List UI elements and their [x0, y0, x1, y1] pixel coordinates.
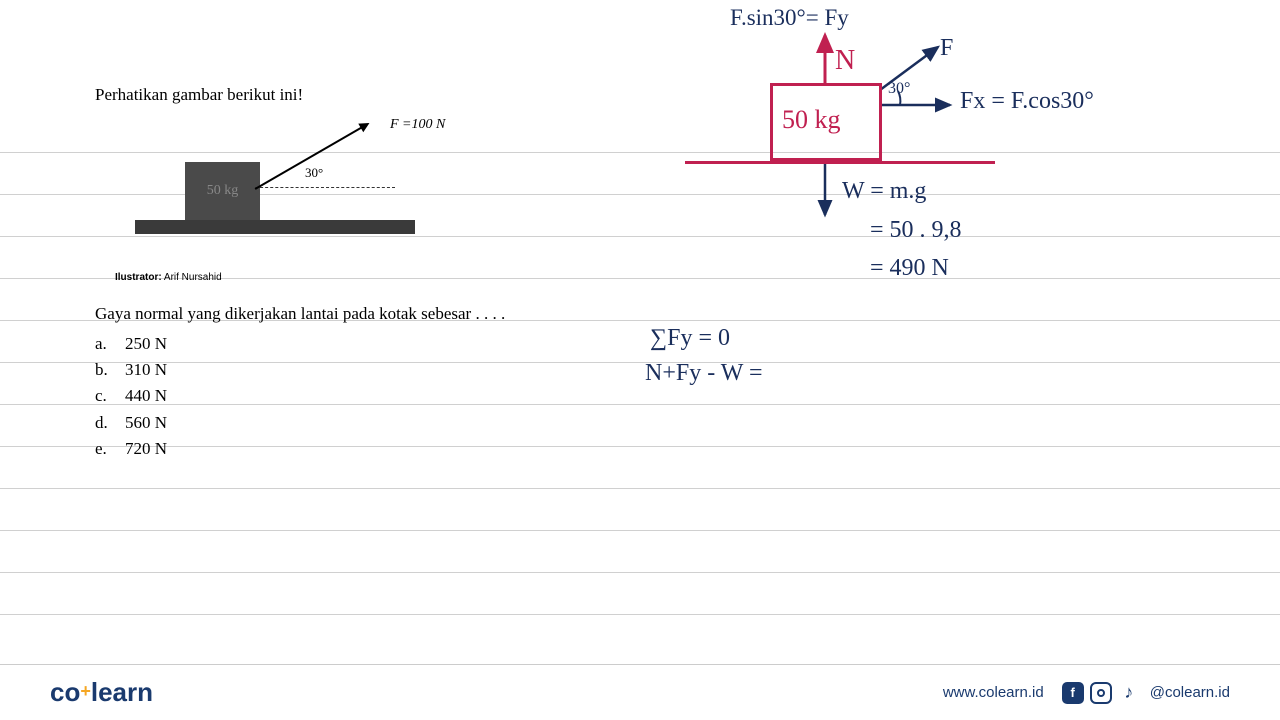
floor-surface: [135, 220, 415, 234]
answer-option: e.720 N: [95, 436, 575, 462]
hw-sum-fy: ∑Fy = 0: [650, 325, 730, 352]
answer-options: a.250 Nb.310 Nc.440 Nd.560 Ne.720 N: [95, 331, 575, 463]
question-text: Gaya normal yang dikerjakan lantai pada …: [95, 301, 575, 327]
mass-box: 50 kg: [185, 162, 260, 220]
question-block: Perhatikan gambar berikut ini! 50 kg F =…: [95, 85, 575, 462]
footer-right: www.colearn.id f ♪ @colearn.id: [943, 682, 1230, 704]
illustrator-credit: Ilustrator: Arif Nursahid: [115, 272, 575, 283]
physics-diagram: 50 kg F =100 N 30°: [115, 117, 455, 267]
hw-weight-calc2: = 490 N: [870, 255, 949, 282]
website-url: www.colearn.id: [943, 684, 1044, 701]
answer-option: c.440 N: [95, 383, 575, 409]
tiktok-icon[interactable]: ♪: [1118, 682, 1140, 704]
social-icons: f ♪ @colearn.id: [1062, 682, 1230, 704]
answer-option: b.310 N: [95, 357, 575, 383]
box-mass-label: 50 kg: [207, 183, 239, 199]
hw-f-label: F: [940, 35, 953, 62]
footer-bar: co+learn www.colearn.id f ♪ @colearn.id: [0, 664, 1280, 720]
hw-fx: Fx = F.cos30°: [960, 88, 1094, 115]
colearn-logo: co+learn: [50, 677, 153, 708]
fbd-floor: [685, 161, 995, 164]
fbd-mass-label: 50 kg: [782, 105, 841, 135]
hw-weight-calc1: = 50 . 9,8: [870, 217, 962, 244]
handwritten-work: F.sin30°= Fy N F 30° Fx = F.cos30° 50 kg…: [620, 5, 1260, 505]
answer-option: d.560 N: [95, 410, 575, 436]
instagram-icon[interactable]: [1090, 682, 1112, 704]
hw-equation: N+Fy - W =: [645, 360, 763, 387]
hw-angle-30: 30°: [888, 80, 910, 98]
question-title: Perhatikan gambar berikut ini!: [95, 85, 575, 105]
answer-option: a.250 N: [95, 331, 575, 357]
angle-label: 30°: [305, 165, 323, 181]
facebook-icon[interactable]: f: [1062, 682, 1084, 704]
social-handle: @colearn.id: [1150, 684, 1230, 701]
force-label: F =100 N: [390, 117, 445, 133]
dashed-horizontal: [255, 187, 395, 189]
hw-weight-eq: W = m.g: [842, 178, 926, 205]
